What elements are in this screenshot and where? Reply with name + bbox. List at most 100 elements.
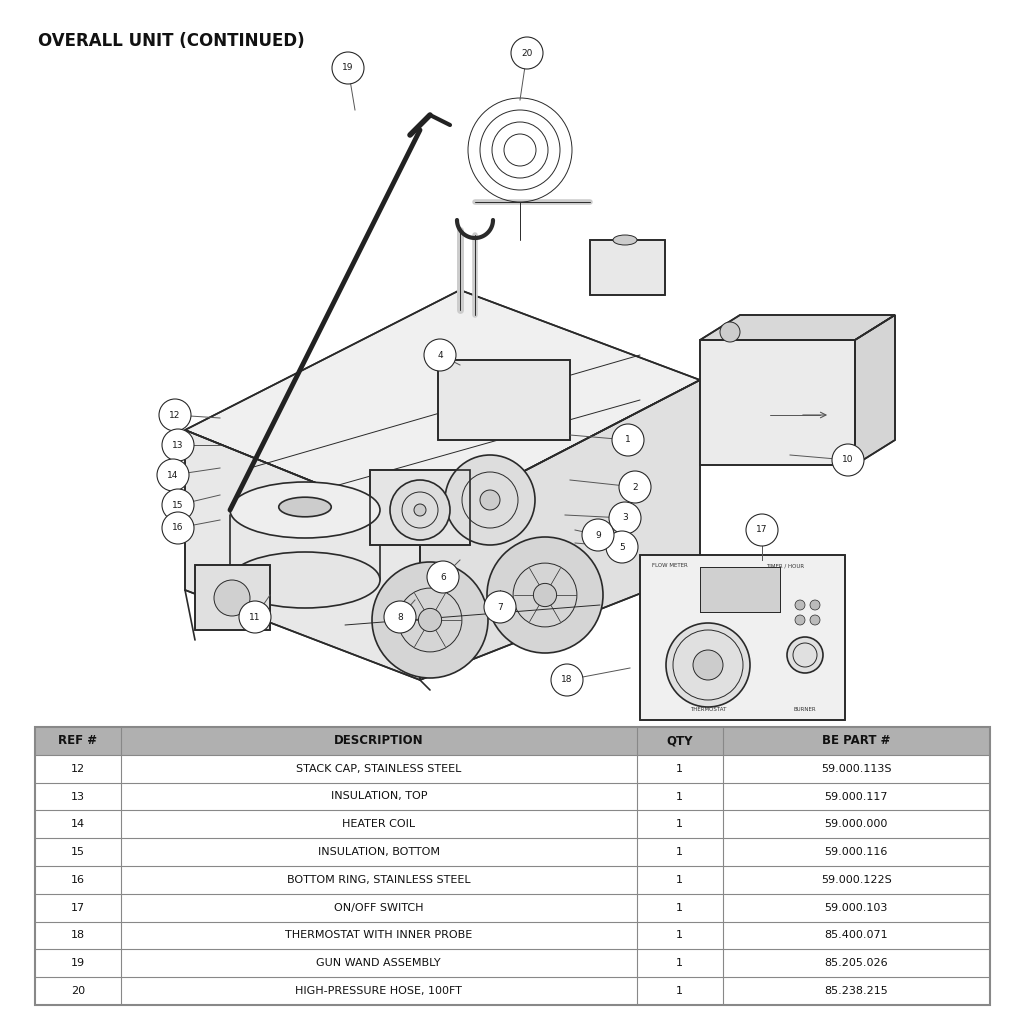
Ellipse shape (613, 234, 637, 245)
Text: BE PART #: BE PART # (822, 734, 891, 748)
Bar (640, 555, 845, 720)
Bar (438, 360, 570, 440)
Circle shape (226, 583, 270, 627)
Text: 59.000.103: 59.000.103 (824, 903, 888, 912)
Circle shape (390, 480, 450, 540)
Text: 59.000.000: 59.000.000 (824, 819, 888, 829)
Text: 85.400.071: 85.400.071 (824, 931, 888, 940)
Circle shape (612, 424, 644, 456)
Circle shape (239, 601, 271, 633)
Text: INSULATION, BOTTOM: INSULATION, BOTTOM (317, 847, 439, 857)
Circle shape (795, 615, 805, 625)
Text: 19: 19 (342, 63, 353, 73)
Bar (35, 922, 121, 949)
Text: HEATER COIL: HEATER COIL (342, 819, 416, 829)
Text: 6: 6 (440, 572, 445, 582)
Text: 1: 1 (676, 931, 683, 940)
Bar (121, 810, 637, 839)
Text: 10: 10 (843, 456, 854, 465)
Text: 16: 16 (71, 874, 85, 885)
Text: 3: 3 (623, 513, 628, 522)
Bar (121, 727, 637, 755)
Text: 1: 1 (676, 903, 683, 912)
Text: 85.238.215: 85.238.215 (824, 986, 888, 996)
Circle shape (159, 399, 191, 431)
Circle shape (157, 459, 189, 490)
Circle shape (618, 471, 651, 503)
Text: 8: 8 (397, 612, 402, 622)
Text: FLOW METER: FLOW METER (652, 563, 688, 568)
Circle shape (162, 489, 194, 521)
Text: 13: 13 (71, 792, 85, 802)
Circle shape (480, 490, 500, 510)
Bar (35, 949, 121, 977)
Text: 59.000.117: 59.000.117 (824, 792, 888, 802)
Bar (35, 977, 121, 1005)
Text: 2: 2 (632, 482, 638, 492)
Bar (35, 727, 121, 755)
Circle shape (720, 322, 740, 342)
Text: 1: 1 (676, 792, 683, 802)
Circle shape (746, 514, 778, 546)
Text: 1: 1 (676, 819, 683, 829)
Text: 1: 1 (676, 847, 683, 857)
Bar (637, 727, 723, 755)
Bar (637, 866, 723, 894)
Bar (35, 839, 121, 866)
Bar (121, 782, 637, 810)
Text: 13: 13 (172, 440, 183, 450)
Circle shape (332, 52, 364, 84)
Text: 59.000.116: 59.000.116 (824, 847, 888, 857)
Text: 1: 1 (625, 435, 631, 444)
Text: 18: 18 (561, 676, 572, 684)
Text: 17: 17 (757, 525, 768, 535)
Bar (723, 922, 990, 949)
Text: REF #: REF # (58, 734, 97, 748)
Bar (723, 977, 990, 1005)
Polygon shape (185, 290, 700, 525)
Polygon shape (700, 315, 895, 340)
Bar (35, 810, 121, 839)
Text: QTY: QTY (667, 734, 693, 748)
Circle shape (487, 537, 603, 653)
Text: 14: 14 (71, 819, 85, 829)
Text: 85.205.026: 85.205.026 (824, 958, 888, 969)
Text: 12: 12 (169, 411, 180, 420)
Bar (723, 782, 990, 810)
Text: 19: 19 (71, 958, 85, 969)
Bar (195, 565, 270, 630)
Text: 59.000.113S: 59.000.113S (821, 764, 892, 774)
Ellipse shape (230, 552, 380, 608)
Bar (637, 782, 723, 810)
Bar (370, 470, 470, 545)
Circle shape (162, 512, 194, 544)
Text: 59.000.122S: 59.000.122S (821, 874, 892, 885)
Circle shape (810, 615, 820, 625)
Text: DESCRIPTION: DESCRIPTION (334, 734, 424, 748)
Bar (121, 755, 637, 782)
Bar (640, 555, 845, 720)
Circle shape (606, 531, 638, 563)
Bar (700, 567, 780, 612)
Circle shape (511, 37, 543, 69)
Circle shape (810, 600, 820, 610)
Bar (438, 360, 570, 440)
Text: 1: 1 (676, 874, 683, 885)
Text: 14: 14 (167, 470, 178, 479)
Text: INSULATION, TOP: INSULATION, TOP (331, 792, 427, 802)
Text: BURNER: BURNER (794, 707, 816, 712)
Polygon shape (700, 340, 855, 465)
Bar (121, 839, 637, 866)
Text: 17: 17 (71, 903, 85, 912)
Bar (637, 810, 723, 839)
Bar (723, 810, 990, 839)
Polygon shape (855, 315, 895, 465)
Circle shape (372, 562, 488, 678)
Text: THERMOSTAT WITH INNER PROBE: THERMOSTAT WITH INNER PROBE (285, 931, 472, 940)
Bar (121, 866, 637, 894)
Circle shape (484, 591, 516, 623)
Circle shape (666, 623, 750, 707)
Text: 7: 7 (497, 602, 503, 611)
Text: 12: 12 (71, 764, 85, 774)
Circle shape (551, 664, 583, 696)
